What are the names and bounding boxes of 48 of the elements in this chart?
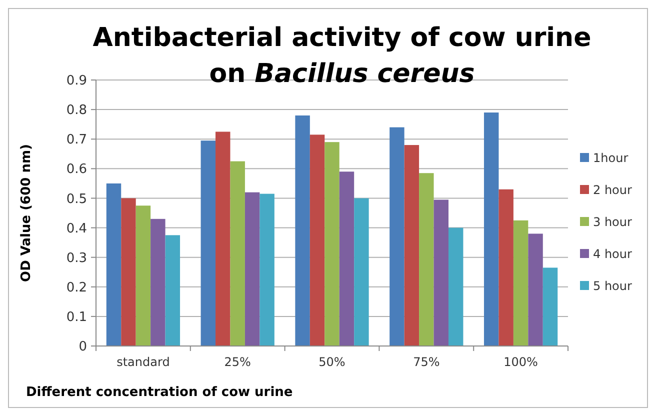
bar [390,127,404,346]
x-axis-title: Different concentration of cow urine [26,385,293,400]
bar [434,200,448,346]
y-axis-title: OD Value (600 nm) [19,144,34,282]
y-tick-label: 0.9 [66,74,87,89]
y-tick-label: 0.1 [66,310,87,325]
bar [542,268,558,346]
x-tick-label: 75% [413,355,440,369]
y-tick-label: 0.8 [66,103,87,118]
bar [295,115,310,346]
x-tick-label: 100% [504,355,538,369]
bar [310,134,325,346]
legend-label: 5 hour [593,279,632,294]
y-tick-label: 0.7 [66,132,87,148]
bar [200,140,216,346]
x-tick-label: standard [116,355,170,369]
bar [448,228,464,346]
bar [244,192,260,346]
bar [324,142,340,346]
bar [230,161,245,346]
bar [484,112,499,346]
y-tick-label: 0.4 [66,221,87,236]
bar [498,189,514,346]
bar [165,235,180,346]
y-tick-label: 0.3 [66,250,87,266]
bar [150,218,166,346]
chart-title: Antibacterial activity of cow urine on Bacillus cereus [92,23,592,89]
y-tick-label: 0 [78,340,87,355]
legend-label: 4 hour [593,247,632,262]
bar [528,234,543,346]
bar [339,172,354,346]
legend-label: 2 hour [593,183,632,198]
y-tick-label: 0.6 [66,162,87,178]
y-tick-label: 0.2 [66,280,87,296]
bar [216,132,230,346]
x-tick-label: 50% [318,355,346,369]
x-tick-label: 25% [224,355,251,369]
bar [260,194,274,346]
bar [106,183,122,346]
bar [121,198,136,346]
legend-label: 3 hour [593,215,632,230]
bar [136,206,151,346]
bar [419,173,434,346]
bar [404,145,420,346]
y-tick-label: 0.5 [66,192,87,207]
legend-label: 1hour [593,151,628,166]
bar [354,198,369,346]
bar [513,220,528,346]
